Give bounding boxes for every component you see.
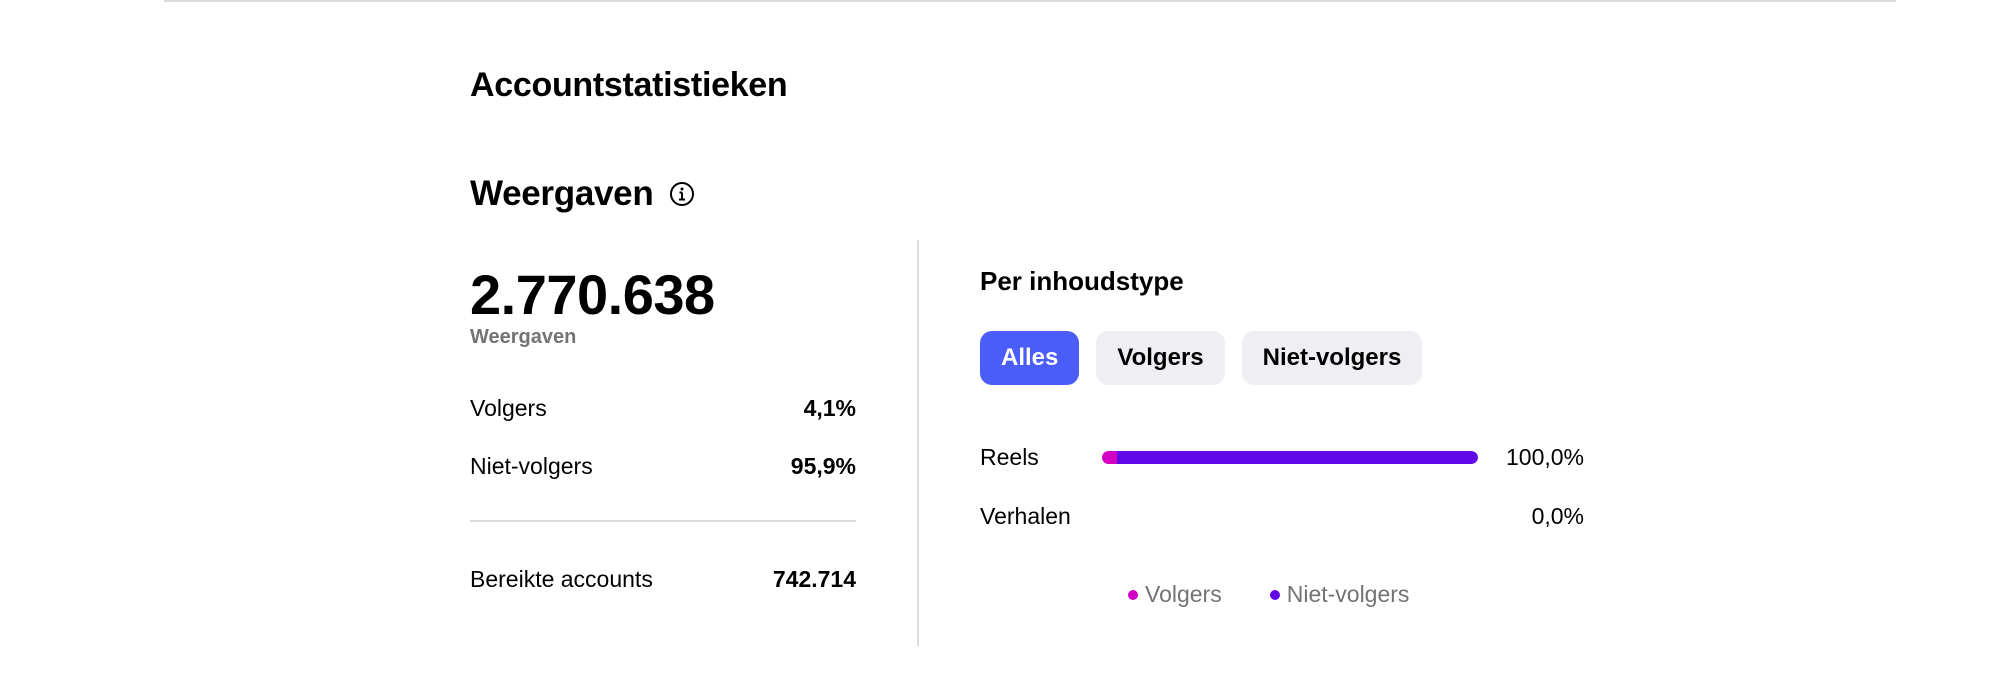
content-row-stories: Verhalen 0,0% [980,501,1584,531]
filter-chip-non-followers[interactable]: Niet-volgers [1241,331,1423,385]
page-title: Accountstatistieken [470,66,788,104]
summary-divider [470,520,856,522]
content-row-percent: 0,0% [1531,503,1584,529]
legend-label: Volgers [1145,581,1222,607]
non-followers-value: 95,9% [790,452,856,479]
reached-accounts-label: Bereikte accounts [470,565,653,592]
bar-segment-non-followers [1117,451,1478,464]
followers-row: Volgers 4,1% [470,393,856,423]
legend-item-non-followers: Niet-volgers [1269,581,1410,608]
section-header: Weergaven [470,172,695,216]
non-followers-label: Niet-volgers [470,452,593,479]
content-bar [1102,451,1478,464]
legend-label: Niet-volgers [1286,581,1410,607]
legend-dot-non-followers [1269,589,1280,600]
filter-chip-all[interactable]: Alles [980,331,1080,385]
audience-filter: Alles Volgers Niet-volgers [980,331,1423,385]
section-title: Weergaven [470,174,654,213]
total-views-value: 2.770.638 [470,263,715,326]
legend-item-followers: Volgers [1128,581,1222,608]
content-row-label: Verhalen [980,503,1071,529]
content-row-reels: Reels 100,0% [980,442,1584,472]
legend-dot-followers [1128,589,1138,600]
chart-legend: Volgers Niet-volgers [1128,581,1409,608]
followers-value: 4,1% [803,394,856,421]
non-followers-row: Niet-volgers 95,9% [470,451,856,481]
followers-label: Volgers [470,394,547,421]
bar-segment-followers [1102,451,1118,464]
content-row-label: Reels [980,444,1039,470]
top-divider [164,0,1896,2]
info-icon[interactable] [669,181,695,207]
content-type-title: Per inhoudstype [980,266,1184,296]
reached-accounts-row[interactable]: Bereikte accounts 742.714 [470,564,856,594]
filter-chip-followers[interactable]: Volgers [1096,331,1225,385]
total-views-label: Weergaven [470,326,577,348]
column-divider [917,240,919,646]
content-row-percent: 100,0% [1505,444,1584,470]
reached-accounts-value: 742.714 [772,565,856,592]
